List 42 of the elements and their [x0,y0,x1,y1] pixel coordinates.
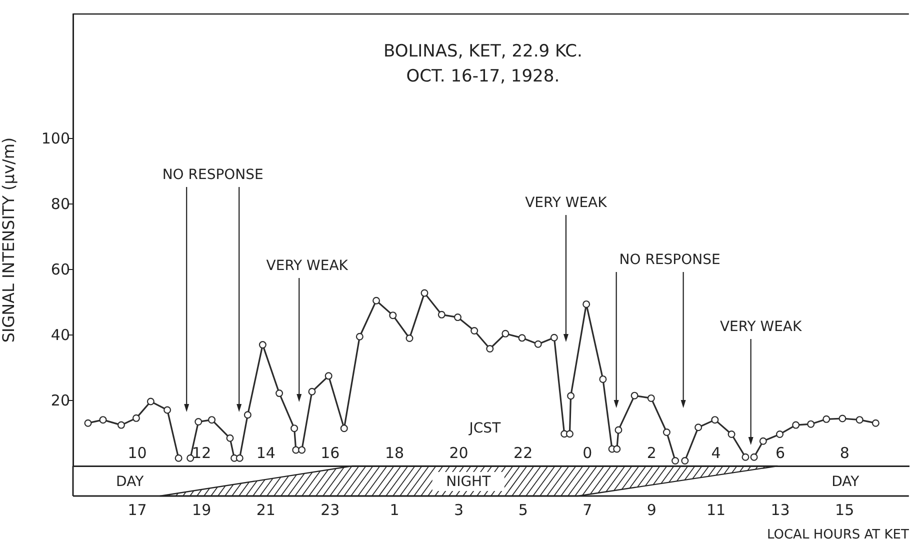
y-tick-label: 20 [50,391,70,410]
x-tick-label: 4 [711,444,721,462]
x2-tick-label: 19 [192,501,212,519]
x-tick-label: 16 [320,444,340,462]
x2-tick-label: 13 [770,501,790,519]
annotation: VERY WEAK [266,258,349,274]
annotation: VERY WEAK [525,195,608,211]
x-tick-label: 2 [646,444,656,462]
x2-tick-label: 15 [835,501,854,519]
x-tick-label: 10 [128,444,147,462]
x2-tick-label: 1 [390,501,400,519]
x2-tick-label: 23 [320,501,340,519]
x-tick-label: 20 [449,444,468,462]
y-tick-label: 100 [41,129,70,148]
y-tick-label: 80 [50,194,70,213]
x2-tick-label: 21 [256,501,276,519]
annotation: NO RESPONSE [619,252,720,268]
x-tick-label: 18 [384,444,404,462]
x2-axis-title: LOCAL HOURS AT KET [766,528,909,543]
x-tick-label: 8 [840,444,850,462]
x2-tick-label: 5 [518,501,528,519]
y-tick-label: 40 [50,326,70,344]
x-tick-label: 6 [776,444,786,462]
annotation: VERY WEAK [720,319,802,335]
text: DAY [832,474,860,490]
x-tick-label: 14 [256,444,276,462]
x2-tick-label: 9 [646,501,656,519]
y-tick-label: 60 [50,260,70,278]
text: BOLINAS, KET, 22.9 KC. [383,41,582,62]
x2-tick-label: 7 [582,501,592,519]
x-axis-title: JCST [468,420,502,437]
text: NIGHT [446,474,492,490]
x-tick-label: 0 [582,444,592,462]
text: DAY [116,474,144,490]
y-axis-title: SIGNAL INTENSITY (μv/m) [0,137,18,343]
text: OCT. 16-17, 1928. [406,66,560,86]
x-tick-label: 12 [192,444,212,462]
x2-tick-label: 11 [706,501,726,519]
x2-tick-label: 3 [454,501,464,519]
x2-tick-label: 17 [128,501,147,519]
annotation: NO RESPONSE [162,167,264,183]
x-tick-label: 22 [514,444,533,462]
